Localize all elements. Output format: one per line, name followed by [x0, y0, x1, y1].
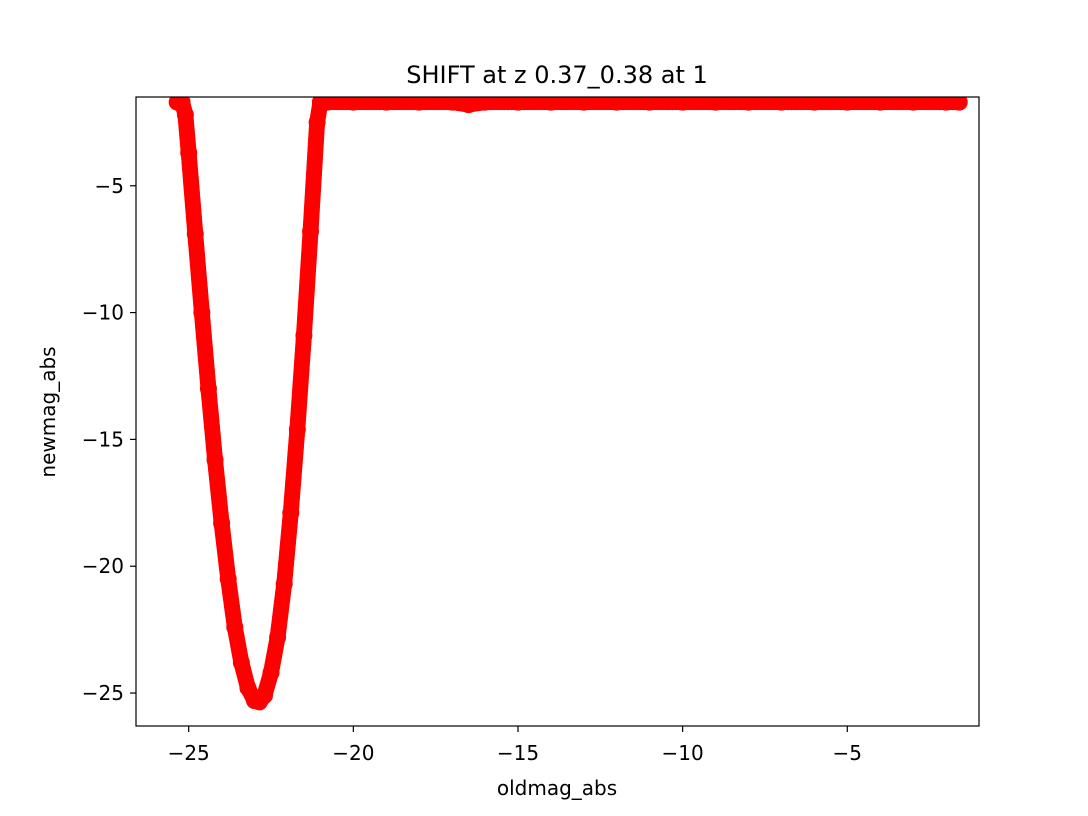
y-axis-label: newmag_abs: [36, 346, 60, 477]
x-tick-label: −15: [497, 741, 539, 765]
x-axis-label: oldmag_abs: [497, 776, 617, 800]
x-tick-label: −25: [168, 741, 210, 765]
x-tick-label: −10: [662, 741, 704, 765]
y-tick-label: −20: [82, 554, 124, 578]
data-points: [168, 97, 968, 711]
data-point: [950, 97, 968, 111]
y-tick-label: −5: [95, 174, 124, 198]
y-tick-label: −15: [82, 427, 124, 451]
y-tick-label: −10: [82, 301, 124, 325]
axes-frame: [135, 96, 980, 727]
x-axis: −25 −20 −15 −10 −5: [168, 726, 862, 765]
x-tick-label: −5: [833, 741, 862, 765]
y-axis: −25 −20 −15 −10 −5: [82, 174, 136, 705]
x-tick-label: −20: [332, 741, 374, 765]
plot-area: [168, 97, 968, 711]
y-tick-label: −25: [82, 681, 124, 705]
chart-title: SHIFT at z 0.37_0.38 at 1: [406, 61, 708, 89]
